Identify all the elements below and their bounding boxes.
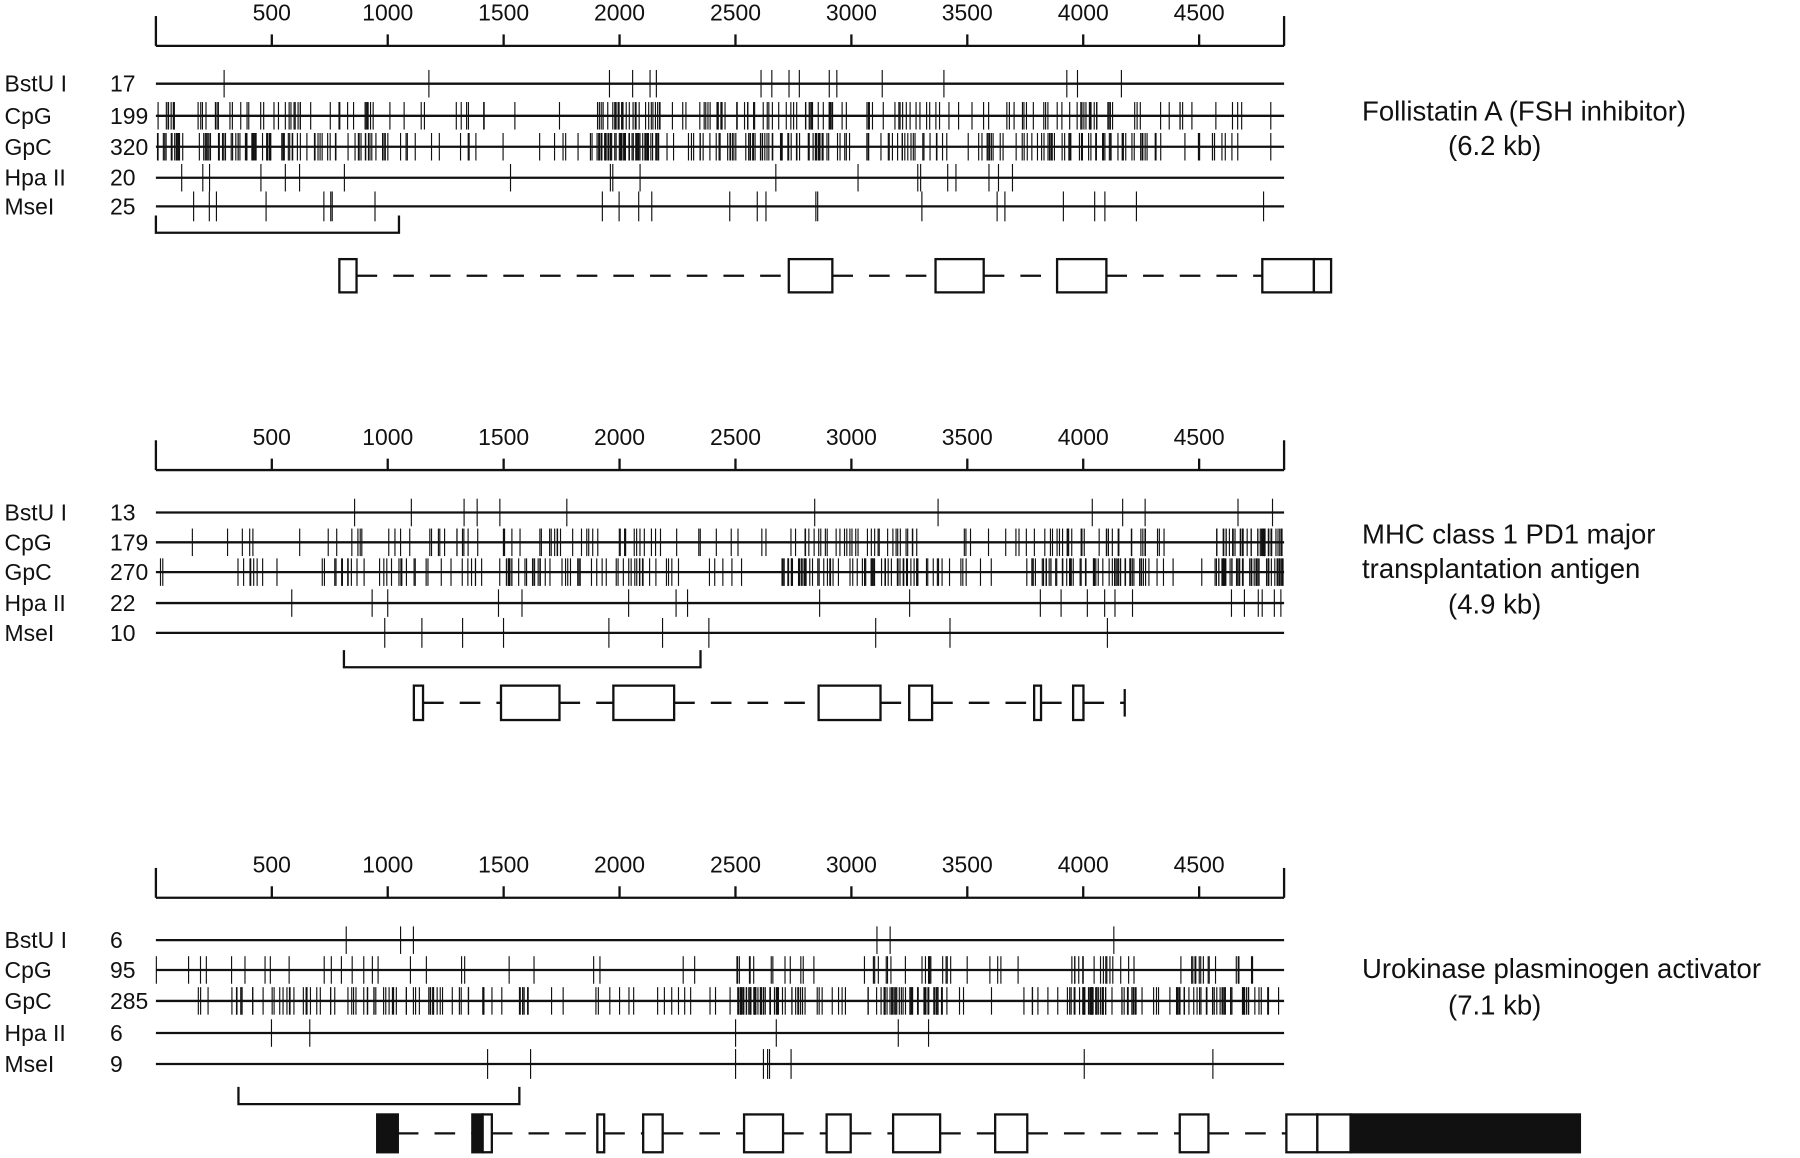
exon: [1285, 1113, 1319, 1154]
exon: [1312, 257, 1333, 294]
exon: [825, 1113, 852, 1154]
ruler-label: 2000: [594, 0, 645, 26]
enzyme-name: MseI: [5, 193, 55, 219]
exon: [1032, 684, 1043, 722]
site-count: 6: [110, 1020, 123, 1046]
site-count: 199: [110, 103, 148, 129]
cpg-island-bracket: [237, 1086, 521, 1106]
site-count: 6: [110, 927, 123, 953]
enzyme-name: MseI: [5, 1051, 55, 1077]
ruler-label: 3500: [942, 424, 993, 450]
ruler-label: 4500: [1174, 852, 1225, 878]
gene-name: Urokinase plasminogen activator: [1362, 953, 1761, 984]
enzyme-name: Hpa II: [5, 165, 66, 191]
gene-name: MHC class 1 PD1 major: [1362, 518, 1655, 549]
ruler-label: 2000: [594, 852, 645, 878]
enzyme-name: GpC: [5, 134, 52, 160]
ruler-label: 4500: [1174, 424, 1225, 450]
site-count: 95: [110, 957, 136, 983]
exon: [596, 1113, 606, 1154]
enzyme-name: CpG: [5, 103, 52, 129]
ruler-label: 4000: [1058, 424, 1109, 450]
exon: [1071, 684, 1085, 722]
enzyme-name: Hpa II: [5, 1020, 66, 1046]
panel: 500 1000 1500 2000 2500 3000 3500 4000 4500 BstU …: [5, 424, 1655, 722]
ruler-label: 500: [253, 0, 291, 26]
site-count: 25: [110, 193, 136, 219]
gene-size: (7.1 kb): [1448, 990, 1541, 1021]
ruler-label: 3500: [942, 852, 993, 878]
ruler-label: 1500: [478, 852, 529, 878]
exon: [742, 1113, 785, 1154]
panel: 500 1000 1500 2000 2500 3000 3500 4000 4500 BstU …: [5, 0, 1686, 294]
exon: [891, 1113, 942, 1154]
ruler-label: 1000: [362, 852, 413, 878]
enzyme-name: CpG: [5, 957, 52, 983]
exon: [1261, 257, 1316, 294]
panel: 500 1000 1500 2000 2500 3000 3500 4000 4500 BstU …: [5, 852, 1761, 1154]
enzyme-name: Hpa II: [5, 590, 66, 616]
gene-name: Follistatin A (FSH inhibitor): [1362, 95, 1686, 126]
exon: [642, 1113, 664, 1154]
exon: [817, 684, 882, 722]
exon: [412, 684, 425, 722]
ruler-label: 3000: [826, 0, 877, 26]
site-count: 17: [110, 71, 136, 97]
exon: [1316, 1113, 1352, 1154]
ruler-label: 4500: [1174, 0, 1225, 26]
exon: [481, 1113, 493, 1154]
exon: [1349, 1113, 1582, 1154]
exon: [1178, 1113, 1210, 1154]
site-count: 22: [110, 590, 136, 616]
gene-size: (4.9 kb): [1448, 588, 1541, 619]
cpg-island-bracket: [342, 650, 702, 669]
exon: [908, 684, 934, 722]
ruler-label: 1500: [478, 0, 529, 26]
ruler-label: 3000: [826, 424, 877, 450]
exon: [787, 257, 834, 294]
site-count: 320: [110, 134, 148, 160]
enzyme-name: BstU I: [5, 71, 67, 97]
ruler-label: 2500: [710, 0, 761, 26]
exon: [338, 257, 358, 294]
site-count: 179: [110, 529, 148, 555]
exon: [612, 684, 676, 722]
cpg-island-bracket: [154, 215, 401, 234]
exon: [376, 1113, 399, 1154]
site-count: 10: [110, 620, 136, 646]
exon: [1055, 257, 1108, 294]
ruler-label: 2000: [594, 424, 645, 450]
ruler-label: 3000: [826, 852, 877, 878]
gene-size: (6.2 kb): [1448, 130, 1541, 161]
enzyme-name: GpC: [5, 988, 52, 1014]
site-count: 285: [110, 988, 148, 1014]
site-count: 13: [110, 500, 136, 526]
site-count: 270: [110, 559, 148, 585]
site-count: 9: [110, 1051, 123, 1077]
ruler-label: 3500: [942, 0, 993, 26]
enzyme-name: CpG: [5, 529, 52, 555]
ruler-label: 500: [253, 852, 291, 878]
ruler-label: 1500: [478, 424, 529, 450]
gene-name: transplantation antigen: [1362, 553, 1640, 584]
enzyme-name: GpC: [5, 559, 52, 585]
ruler-label: 1000: [362, 424, 413, 450]
ruler-label: 2500: [710, 852, 761, 878]
enzyme-name: BstU I: [5, 500, 67, 526]
enzyme-name: MseI: [5, 620, 55, 646]
enzyme-name: BstU I: [5, 927, 67, 953]
exon: [994, 1113, 1029, 1154]
site-count: 20: [110, 165, 136, 191]
ruler-label: 4000: [1058, 0, 1109, 26]
ruler-label: 1000: [362, 0, 413, 26]
exon: [471, 1113, 484, 1154]
ruler-label: 2500: [710, 424, 761, 450]
exon: [499, 684, 561, 722]
exon: [934, 257, 985, 294]
ruler-label: 500: [253, 424, 291, 450]
ruler-label: 4000: [1058, 852, 1109, 878]
